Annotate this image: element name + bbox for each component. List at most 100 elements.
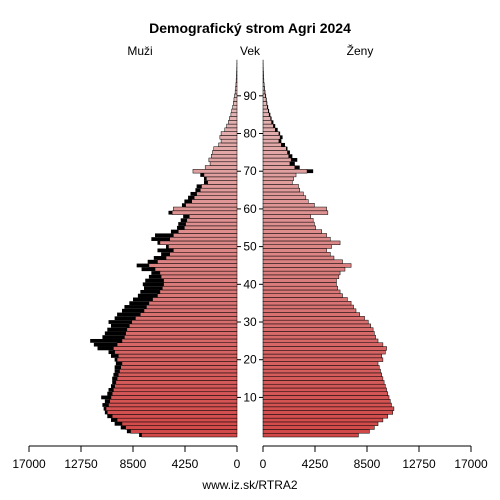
female-bar-age-95	[262, 74, 264, 80]
x-axis-female: 17000 12750 8500 4250 0	[260, 445, 488, 471]
female-bar-age-2	[262, 425, 375, 430]
male-bar-age-68	[206, 176, 238, 181]
female-bar-age-21	[262, 353, 382, 359]
female-bar-age-68	[262, 176, 294, 181]
female-bar-age-92	[262, 86, 265, 91]
female-bar-age-9	[262, 399, 391, 404]
male-bar-age-17	[119, 368, 238, 374]
male-bar-age-64	[196, 191, 238, 196]
male-bar-age-89	[233, 97, 238, 102]
male-bar-age-78	[220, 138, 238, 144]
female-bar-age-86	[262, 108, 269, 114]
male-bar-age-37	[157, 293, 238, 298]
female-bar-age-25	[262, 338, 379, 344]
age-tick-label-70: 70	[243, 164, 257, 178]
female-bar-age-58	[262, 214, 311, 219]
female-bar-age-13	[262, 383, 386, 389]
female-bar-age-45	[262, 263, 352, 268]
female-bar-age-52	[262, 236, 331, 242]
age-tick-label-40: 40	[243, 277, 257, 291]
male-bar-age-77	[218, 142, 238, 147]
female-bar-age-34	[262, 304, 354, 310]
male-bar-age-79	[219, 135, 238, 140]
male-bar-age-65	[200, 187, 238, 193]
female-bar-age-63	[262, 195, 307, 200]
male-bar-age-24	[116, 342, 238, 347]
male-bar-age-52	[169, 236, 238, 242]
female-bar-age-72	[262, 161, 291, 166]
male-bar-age-4	[116, 417, 238, 423]
male-bar-age-18	[120, 365, 238, 370]
male-bar-age-93	[235, 82, 238, 87]
female-bar-age-84	[262, 116, 271, 121]
male-bar-age-83	[228, 120, 238, 125]
male-bar-age-26	[124, 334, 238, 340]
male-bar-age-0	[141, 432, 238, 438]
left-label: Muži	[127, 44, 152, 58]
male-bar-age-81	[224, 127, 238, 132]
x-axis-male: 17000 12750 8500 4250 0	[12, 445, 241, 471]
female-bar-age-37	[262, 293, 343, 298]
male-bar-age-73	[208, 157, 238, 163]
male-bar-age-92	[235, 86, 238, 91]
female-bar-age-23	[262, 346, 387, 351]
male-bar-age-66	[201, 184, 238, 189]
female-bar-age-20	[262, 357, 384, 362]
male-bar-age-75	[212, 150, 238, 155]
female-bar-age-12	[262, 387, 387, 393]
female-bar-age-81	[262, 127, 276, 132]
male-bar-age-58	[189, 214, 238, 219]
x-tick-label-female-17000: 17000	[454, 457, 488, 471]
female-bar-age-77	[262, 142, 282, 147]
male-bar-age-86	[231, 108, 238, 114]
male-bar-age-71	[204, 165, 238, 170]
male-bar-age-39	[162, 285, 238, 291]
female-bar-age-36	[262, 297, 348, 302]
female-bar-age-38	[262, 289, 341, 294]
female-bar-age-24	[262, 342, 384, 347]
female-bar-age-19	[262, 361, 379, 366]
female-bar-age-54	[262, 229, 322, 234]
female-bar-age-11	[262, 391, 389, 396]
male-bar-age-94	[235, 78, 238, 83]
female-bar-age-8	[262, 402, 392, 408]
age-tick-label-90: 90	[243, 89, 257, 103]
age-tick-label-30: 30	[243, 315, 257, 329]
female-bar-age-71	[262, 165, 296, 170]
female-bar-age-94	[262, 78, 265, 83]
male-bar-age-13	[114, 383, 238, 389]
male-bar-age-60	[173, 206, 238, 212]
male-bar-age-44	[154, 267, 238, 272]
female-bar-age-74	[262, 154, 289, 159]
male-bar-age-49	[173, 248, 238, 253]
male-bar-age-35	[148, 301, 238, 306]
female-bar-age-44	[262, 267, 346, 272]
female-bar-age-67	[262, 180, 293, 185]
male-bar-age-16	[118, 372, 238, 377]
male-bar-age-95	[236, 74, 238, 80]
male-bar-age-6	[107, 410, 238, 415]
age-tick-label-10: 10	[243, 390, 257, 404]
female-bar-age-78	[262, 138, 280, 144]
male-bar-age-61	[185, 203, 238, 208]
female-bar-age-7	[262, 406, 395, 411]
female-bar-age-16	[262, 372, 382, 377]
female-bar-age-66	[262, 184, 299, 189]
female-bar-age-85	[262, 112, 270, 117]
female-bar-age-46	[262, 259, 343, 264]
male-bar-age-90	[234, 93, 238, 98]
male-bar-age-31	[135, 316, 238, 321]
male-bar-age-69	[203, 172, 238, 178]
female-bar-age-22	[262, 350, 386, 355]
male-bar-age-33	[143, 308, 238, 313]
female-bar-age-83	[262, 120, 272, 125]
male-bar-age-59	[171, 210, 238, 215]
male-bar-age-3	[121, 421, 238, 426]
male-bar-age-62	[191, 199, 238, 204]
female-bar-age-87	[262, 104, 268, 110]
male-bar-age-76	[213, 146, 238, 151]
age-axis: 10 20 30 40 50 60 70 80 90	[237, 89, 263, 404]
female-bar-age-62	[262, 199, 309, 204]
male-bar-age-40	[163, 282, 238, 287]
